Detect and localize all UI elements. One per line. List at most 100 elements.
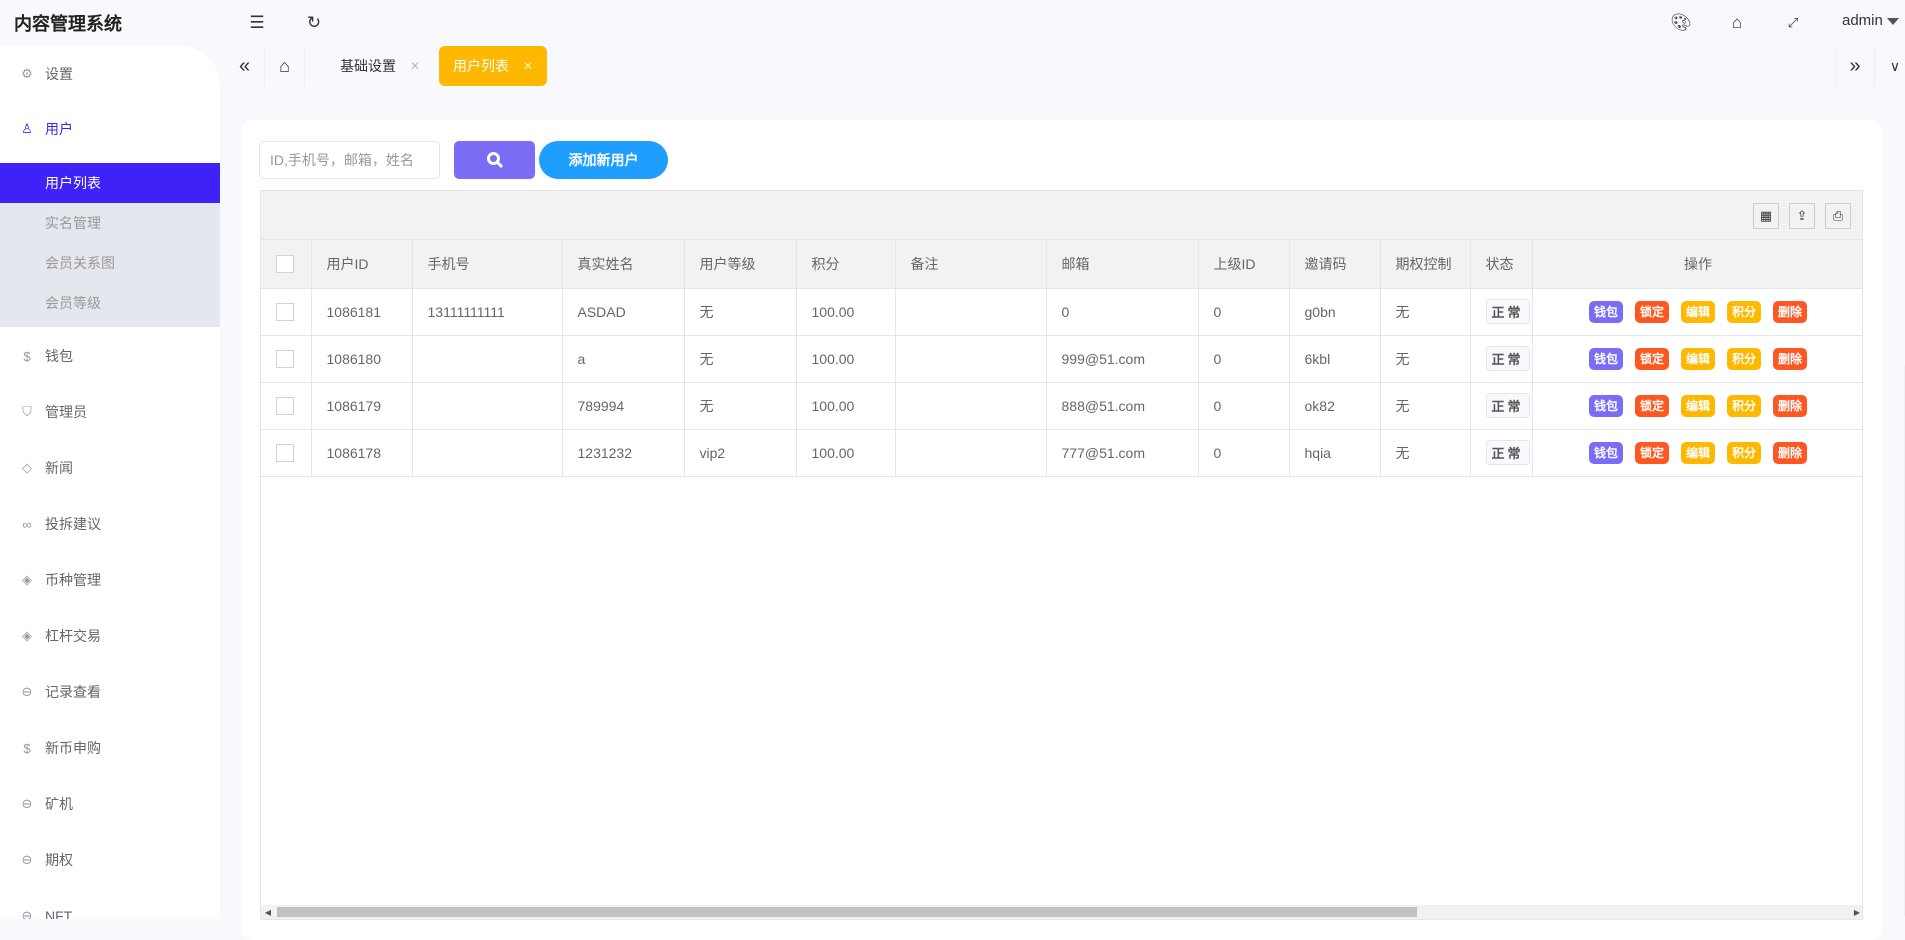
cell-invite: ok82: [1289, 382, 1381, 430]
horizontal-scrollbar[interactable]: ◀ ▶: [261, 905, 1862, 919]
points-button[interactable]: 积分: [1727, 394, 1762, 417]
tab-user-list[interactable]: 用户列表 ✕: [439, 46, 548, 86]
sidebar-item-user-list[interactable]: 用户列表: [0, 163, 220, 203]
column-header[interactable]: 手机号: [412, 240, 563, 289]
sidebar-item-nft[interactable]: ⊖ NFT: [0, 896, 220, 919]
delete-button[interactable]: 删除: [1773, 300, 1808, 323]
sidebar-item-records[interactable]: ⊖ 记录查看: [0, 672, 220, 712]
app-title: 内容管理系统: [14, 14, 122, 34]
cell-status: 正常: [1470, 382, 1533, 430]
points-button[interactable]: 积分: [1727, 347, 1762, 370]
scroll-right-icon[interactable]: ▶: [1853, 907, 1861, 917]
tag-icon[interactable]: ⌂: [1731, 13, 1743, 32]
sidebar-item-member-level[interactable]: 会员等级: [45, 295, 101, 311]
column-header: 操作: [1532, 240, 1862, 289]
row-checkbox-cell: [261, 288, 312, 336]
sidebar-item-wallet[interactable]: $ 钱包: [0, 336, 220, 376]
column-header[interactable]: 真实姓名: [562, 240, 685, 289]
tab-basic-settings[interactable]: 基础设置 ✕: [326, 46, 434, 86]
tabs-scroll-right-icon[interactable]: »: [1835, 46, 1875, 86]
caret-down-icon: [1886, 17, 1899, 25]
status-badge: 正常: [1485, 393, 1530, 418]
cell-note: [895, 335, 1047, 383]
cell-email: 0: [1046, 288, 1199, 336]
cell-status: 正常: [1470, 335, 1533, 383]
column-header[interactable]: 备注: [895, 240, 1047, 289]
menu-fold-icon[interactable]: ☰: [249, 13, 265, 32]
sidebar-item-settings[interactable]: ⚙ 设置: [0, 54, 220, 94]
tabs-scroll-left-icon[interactable]: «: [225, 46, 265, 86]
sidebar-item-currency[interactable]: ◈ 币种管理: [0, 560, 220, 600]
columns-icon[interactable]: ▦: [1753, 203, 1779, 229]
sidebar-item-options[interactable]: ⊖ 期权: [0, 840, 220, 880]
cell-phone: [412, 382, 563, 430]
search-icon: [486, 152, 503, 169]
row-checkbox[interactable]: [276, 396, 294, 415]
select-all-checkbox[interactable]: [276, 254, 294, 273]
add-user-button[interactable]: 添加新用户: [539, 141, 668, 179]
wallet-button[interactable]: 钱包: [1588, 300, 1623, 323]
export-icon[interactable]: ⇪: [1789, 203, 1815, 229]
sidebar-item-users[interactable]: ♙ 用户: [0, 109, 220, 149]
cell-level: 无: [684, 335, 797, 383]
scroll-left-icon[interactable]: ◀: [264, 907, 272, 917]
column-header[interactable]: 状态: [1470, 240, 1533, 289]
column-header[interactable]: 上级ID: [1198, 240, 1290, 289]
wallet-button[interactable]: 钱包: [1588, 347, 1623, 370]
column-header[interactable]: 用户ID: [311, 240, 413, 289]
user-menu[interactable]: admin: [1842, 12, 1899, 29]
delete-button[interactable]: 删除: [1773, 441, 1808, 464]
cell-actions: 钱包 锁定 编辑 积分 删除: [1532, 429, 1862, 477]
column-header[interactable]: 期权控制: [1380, 240, 1471, 289]
delete-button[interactable]: 删除: [1773, 394, 1808, 417]
sidebar-item-leverage[interactable]: ◈ 杠杆交易: [0, 616, 220, 656]
wallet-button[interactable]: 钱包: [1588, 441, 1623, 464]
close-icon[interactable]: ✕: [523, 59, 534, 73]
lock-button[interactable]: 锁定: [1634, 441, 1669, 464]
sidebar-item-member-relations[interactable]: 会员关系图: [45, 255, 115, 271]
search-button[interactable]: [454, 141, 535, 179]
edit-button[interactable]: 编辑: [1680, 441, 1715, 464]
column-header[interactable]: 用户等级: [684, 240, 797, 289]
lock-button[interactable]: 锁定: [1634, 347, 1669, 370]
column-header[interactable]: 邀请码: [1289, 240, 1381, 289]
lock-button[interactable]: 锁定: [1634, 394, 1669, 417]
sidebar-item-real-name[interactable]: 实名管理: [45, 215, 101, 231]
palette-icon[interactable]: 🎨︎: [1670, 13, 1692, 32]
home-icon[interactable]: ⌂: [265, 46, 305, 86]
points-button[interactable]: 积分: [1727, 300, 1762, 323]
tag-icon: ◇: [22, 460, 32, 475]
main-card: 添加新用户 ▦ ⇪ ⎙ 用户ID 手机号 真实姓名 用户等级 积分 备注 邮箱 …: [241, 120, 1882, 940]
delete-button[interactable]: 删除: [1773, 347, 1808, 370]
chevron-down-icon[interactable]: ∨: [1889, 57, 1901, 74]
search-input[interactable]: [259, 141, 440, 179]
cell-option: 无: [1380, 335, 1471, 383]
row-checkbox[interactable]: [276, 302, 294, 321]
row-checkbox[interactable]: [276, 443, 294, 462]
sidebar-item-miner[interactable]: ⊖ 矿机: [0, 784, 220, 824]
edit-button[interactable]: 编辑: [1680, 347, 1715, 370]
sidebar-item-new-coin[interactable]: $ 新币申购: [0, 728, 220, 768]
cell-level: vip2: [684, 429, 797, 477]
table-toolbar: ▦ ⇪ ⎙: [261, 191, 1862, 240]
sidebar-item-feedback[interactable]: ∞ 投拆建议: [0, 504, 220, 544]
status-badge: 正常: [1485, 299, 1530, 324]
lock-button[interactable]: 锁定: [1634, 300, 1669, 323]
wallet-button[interactable]: 钱包: [1588, 394, 1623, 417]
column-header[interactable]: 邮箱: [1046, 240, 1199, 289]
scrollbar-thumb[interactable]: [277, 907, 1417, 917]
cell-actions: 钱包 锁定 编辑 积分 删除: [1532, 382, 1862, 430]
refresh-icon[interactable]: ↻: [306, 13, 322, 32]
edit-button[interactable]: 编辑: [1680, 394, 1715, 417]
print-icon[interactable]: ⎙: [1825, 203, 1851, 229]
fullscreen-icon[interactable]: ⤢: [1787, 15, 1799, 30]
column-header[interactable]: 积分: [796, 240, 896, 289]
row-checkbox[interactable]: [276, 349, 294, 368]
points-button[interactable]: 积分: [1727, 441, 1762, 464]
status-badge: 正常: [1485, 346, 1530, 371]
close-icon[interactable]: ✕: [410, 59, 421, 73]
sidebar-item-news[interactable]: ◇ 新闻: [0, 448, 220, 488]
edit-button[interactable]: 编辑: [1680, 300, 1715, 323]
sidebar-item-admins[interactable]: ⛉ 管理员: [0, 392, 220, 432]
cell-id: 1086180: [311, 335, 413, 383]
